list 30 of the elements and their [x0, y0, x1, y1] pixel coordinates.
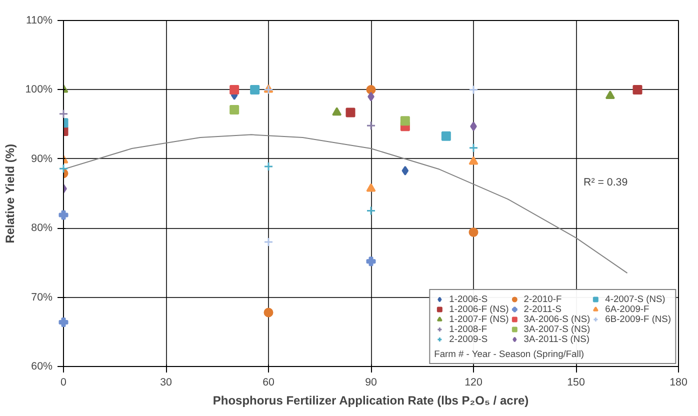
x-tick-label: 60	[262, 376, 274, 388]
legend-label: 6B-2009-F (NS)	[605, 314, 671, 324]
legend-label: 2-2010-F	[524, 294, 562, 304]
x-tick-label: 0	[60, 376, 67, 388]
y-tick-label: 110%	[26, 14, 54, 26]
x-tick-label: 90	[365, 376, 377, 388]
legend-label: 1-2006-S	[449, 294, 488, 304]
x-tick-label: 120	[464, 376, 482, 388]
legend-label: 4-2007-S (NS)	[605, 294, 666, 304]
y-axis-title: Relative Yield (%)	[3, 144, 18, 244]
y-tick-label: 100%	[25, 84, 54, 96]
legend-label: 1-2008-F	[449, 324, 488, 334]
x-tick-label: 150	[567, 376, 585, 388]
legend-label: 6A-2009-F	[605, 304, 650, 314]
legend-label: 3A-2007-S (NS)	[524, 324, 590, 334]
x-axis-title: Phosphorus Fertilizer Application Rate (lbs P₂O₅ / acre)	[212, 394, 529, 408]
annotation: R² = 0.39	[584, 176, 628, 188]
y-tick-label: 70%	[31, 291, 54, 304]
legend-label: 1-2006-F (NS)	[449, 304, 509, 314]
legend-label: 3A-2006-S (NS)	[524, 314, 590, 324]
legend-label: 3A-2011-S (NS)	[524, 334, 590, 344]
legend-title: Farm # - Year - Season (Spring/Fall)	[434, 349, 586, 359]
legend-label: 1-2007-F (NS)	[449, 314, 509, 324]
y-tick-label: 60%	[31, 360, 54, 372]
x-tick-label: 180	[670, 376, 688, 388]
legend-label: 2-2009-S	[449, 334, 488, 344]
y-tick-label: 90%	[31, 152, 54, 165]
x-tick-label: 30	[160, 376, 172, 388]
y-tick-label: 80%	[31, 222, 54, 234]
legend-label: 2-2011-S	[524, 304, 562, 314]
